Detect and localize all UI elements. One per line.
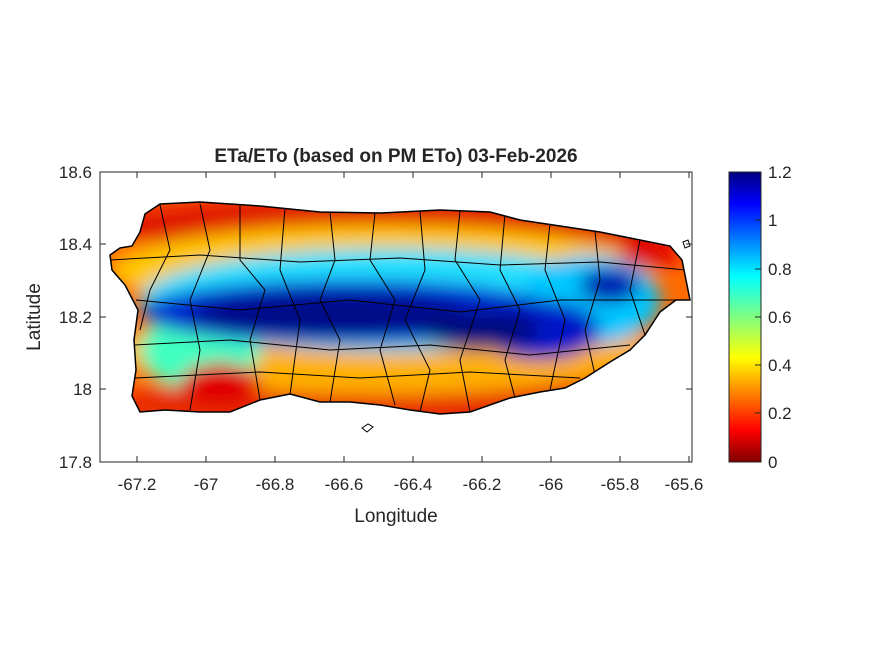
x-ticks — [136, 172, 690, 462]
colorbar-tick-label: 0.8 — [768, 260, 792, 279]
x-tick-label: -65.6 — [665, 475, 704, 494]
y-tick-labels: 18.6 18.4 18.2 18 17.8 — [59, 163, 92, 472]
y-ticks — [100, 171, 692, 463]
x-tick-label: -66.2 — [463, 475, 502, 494]
x-tick-label: -66.8 — [256, 475, 295, 494]
colorbar-tick-label: 0.6 — [768, 308, 792, 327]
x-tick-label: -65.8 — [601, 475, 640, 494]
offshore-island — [361, 423, 374, 433]
colorbar-tick-labels: 1.2 1 0.8 0.6 0.4 0.2 0 — [768, 163, 792, 472]
x-tick-label: -67 — [194, 475, 219, 494]
x-axis-label: Longitude — [354, 506, 437, 527]
x-tick-labels: -67.2 -67 -66.8 -66.6 -66.4 -66.2 -66 -6… — [118, 475, 704, 494]
chart-title: ETa/ETo (based on PM ETo) 03-Feb-2026 — [214, 146, 577, 167]
x-tick-label: -66 — [539, 475, 564, 494]
colorbar-ticks — [755, 171, 761, 463]
y-tick-label: 18.4 — [59, 235, 92, 254]
colorbar-tick-label: 0.2 — [768, 404, 792, 423]
y-tick-label: 17.8 — [59, 453, 92, 472]
colorbar-tick-label: 0 — [768, 453, 777, 472]
x-tick-label: -66.6 — [325, 475, 364, 494]
colorbar-tick-label: 1.2 — [768, 163, 792, 182]
x-tick-label: -66.4 — [394, 475, 433, 494]
colorbar-tick-label: 0.4 — [768, 356, 792, 375]
x-tick-label: -67.2 — [118, 475, 157, 494]
y-tick-label: 18.2 — [59, 308, 92, 327]
y-tick-label: 18 — [73, 380, 92, 399]
y-axis-label: Latitude — [24, 283, 45, 351]
colorbar-tick-label: 1 — [768, 211, 777, 230]
y-tick-label: 18.6 — [59, 163, 92, 182]
municipal-boundaries — [110, 203, 687, 413]
